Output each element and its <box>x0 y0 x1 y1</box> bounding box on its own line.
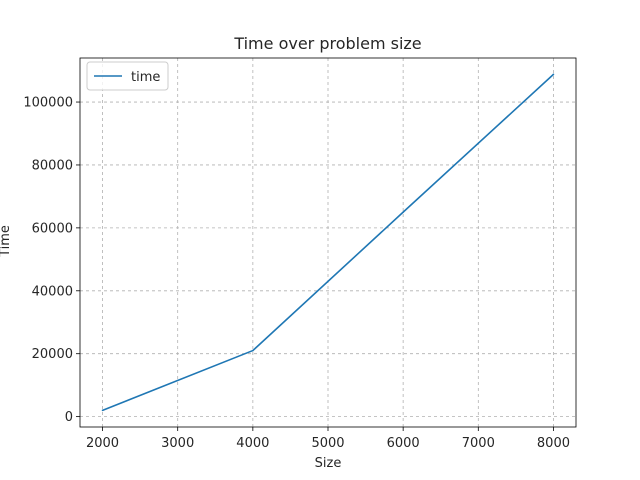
x-tick-label: 5000 <box>311 436 344 451</box>
y-tick-label: 0 <box>65 410 73 425</box>
legend-label-time: time <box>131 70 160 85</box>
legend-box <box>86 61 169 91</box>
y-tick-label: 60000 <box>32 221 73 236</box>
y-tick-label: 80000 <box>32 158 73 173</box>
y-tick-label: 100000 <box>23 96 73 111</box>
x-tick-label: 2000 <box>86 436 119 451</box>
y-tick-label: 40000 <box>32 284 73 299</box>
x-tick-label: 7000 <box>462 436 495 451</box>
series-layer <box>101 73 555 412</box>
chart-title: Time over problem size <box>233 34 421 53</box>
series-line-time <box>102 73 554 412</box>
data-point <box>402 211 404 213</box>
grid <box>80 58 576 427</box>
data-point <box>101 409 104 412</box>
legend: time <box>86 61 169 91</box>
x-ticks: 2000 3000 4000 5000 6000 7000 8000 <box>86 427 570 451</box>
y-ticks: 0 20000 40000 60000 80000 100000 <box>23 96 80 425</box>
x-axis-label: Size <box>315 456 342 471</box>
x-tick-label: 3000 <box>161 436 194 451</box>
data-point <box>252 349 254 352</box>
x-tick-label: 4000 <box>236 436 269 451</box>
x-tick-label: 8000 <box>537 436 570 451</box>
y-tick-label: 20000 <box>32 347 73 362</box>
y-axis-label: Time <box>0 225 13 258</box>
data-point <box>552 73 555 76</box>
x-tick-label: 6000 <box>387 436 420 451</box>
